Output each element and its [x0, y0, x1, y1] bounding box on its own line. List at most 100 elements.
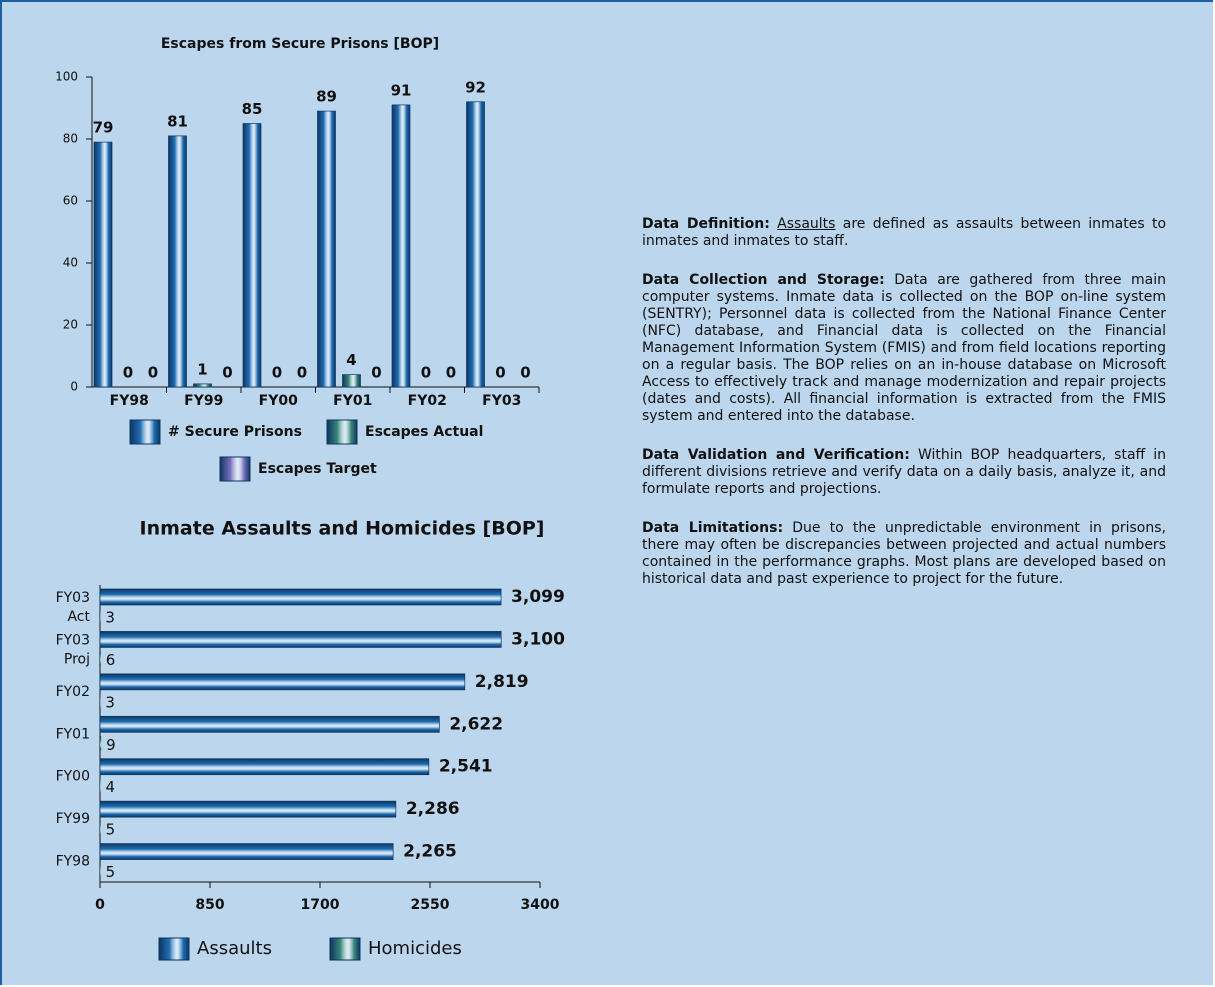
value-label: 5 — [106, 863, 116, 881]
section-body: are defined as assaults between inmates … — [642, 216, 1167, 249]
x-tick-label: FY03 — [482, 393, 521, 409]
y-tick-label: FY99 — [56, 811, 90, 827]
section-heading: Data Definition: — [642, 216, 770, 232]
value-label: 91 — [391, 81, 412, 99]
bar — [99, 673, 466, 691]
x-tick-label: 2550 — [411, 897, 450, 913]
x-tick-label: 1700 — [301, 897, 340, 913]
bar — [100, 778, 101, 793]
value-label: 2,265 — [403, 842, 457, 862]
bar — [99, 800, 397, 818]
value-label: 79 — [93, 119, 114, 137]
bar — [193, 383, 212, 388]
x-tick-label: FY01 — [333, 393, 372, 409]
legend-swatch — [158, 937, 190, 961]
chart-title: Inmate Assaults and Homicides [BOP] — [140, 518, 545, 540]
value-label: 9 — [106, 736, 116, 754]
value-label: 3 — [105, 609, 115, 627]
value-label: 2,541 — [439, 757, 493, 777]
value-label: 85 — [242, 100, 263, 118]
x-tick-label: FY99 — [184, 393, 223, 409]
legend-label: Homicides — [368, 938, 462, 959]
bar — [99, 843, 394, 860]
value-label: 5 — [106, 821, 116, 839]
value-label: 3 — [105, 693, 115, 711]
value-label: 81 — [167, 112, 188, 130]
value-label: 0 — [272, 364, 282, 382]
section: Data Limitations: Due to the unpredictab… — [642, 520, 1166, 588]
y-tick-label: FY01 — [56, 726, 90, 742]
bar — [168, 135, 187, 388]
section-heading: Data Collection and Storage: — [642, 272, 885, 288]
x-tick-label: FY98 — [110, 393, 149, 409]
section-body: Due to the unpredictable environment in … — [642, 520, 1166, 587]
section-body: Within BOP headquarters, staff in differ… — [642, 447, 1167, 497]
value-label: 0 — [520, 364, 530, 382]
charts: Escapes from Secure Prisons [BOP]0204060… — [55, 36, 565, 961]
x-tick-label: FY02 — [408, 393, 447, 409]
bar — [100, 651, 101, 666]
legend-label: Escapes Actual — [365, 424, 483, 440]
y-tick-label: 0 — [70, 380, 78, 394]
y-tick-label: 80 — [63, 132, 78, 146]
value-label: 0 — [123, 364, 133, 382]
y-tick-label: FY03 Proj — [56, 632, 90, 667]
y-tick-label: 20 — [63, 318, 78, 332]
value-label: 4 — [346, 351, 356, 369]
bar — [99, 715, 440, 733]
section-body: Data are gathered from three main comput… — [642, 272, 1166, 424]
value-label: 2,286 — [406, 799, 460, 819]
legend-label: # Secure Prisons — [168, 424, 302, 440]
value-label: 92 — [465, 78, 486, 96]
legend-swatch — [219, 456, 251, 482]
bar — [100, 736, 102, 751]
bar — [391, 104, 411, 388]
bar — [99, 631, 502, 648]
x-tick-label: 3400 — [521, 897, 560, 913]
bar — [466, 101, 485, 388]
section: Data Validation and Verification: Within… — [642, 447, 1166, 498]
bar — [342, 374, 361, 388]
value-label: 3,099 — [511, 587, 565, 607]
bar — [100, 863, 101, 878]
x-tick-label: 0 — [95, 897, 105, 913]
x-tick-label: FY00 — [259, 393, 298, 409]
value-label: 0 — [222, 364, 232, 382]
bar — [242, 123, 262, 388]
legend-swatch — [129, 419, 161, 445]
text-column: Data Definition: Assaults are defined as… — [642, 216, 1166, 610]
bar — [93, 141, 113, 388]
term: Assaults — [777, 216, 836, 232]
section-heading: Data Limitations: — [642, 520, 784, 536]
value-label: 4 — [106, 778, 116, 796]
value-label: 0 — [371, 364, 381, 382]
section: Data Definition: Assaults are defined as… — [642, 216, 1166, 250]
bar — [99, 588, 502, 606]
bar — [317, 110, 336, 388]
section-heading: Data Validation and Verification: — [642, 447, 910, 463]
value-label: 0 — [495, 364, 505, 382]
value-label: 2,622 — [449, 714, 503, 734]
x-tick-label: 850 — [195, 897, 224, 913]
value-label: 89 — [316, 88, 337, 106]
y-tick-label: 40 — [63, 256, 78, 270]
legend-label: Escapes Target — [258, 461, 377, 477]
legend-label: Assaults — [197, 938, 272, 959]
value-label: 0 — [297, 364, 307, 382]
bar — [100, 821, 101, 836]
bar — [99, 758, 430, 776]
chart-title: Escapes from Secure Prisons [BOP] — [161, 36, 439, 52]
value-label: 0 — [148, 364, 158, 382]
y-tick-label: FY02 — [56, 684, 90, 700]
value-label: 1 — [197, 360, 207, 378]
value-label: 3,100 — [511, 629, 565, 649]
y-tick-label: FY03 Act — [56, 590, 91, 625]
y-tick-label: FY00 — [56, 769, 90, 785]
y-tick-label: 100 — [55, 70, 78, 84]
value-label: 0 — [421, 364, 431, 382]
legend-swatch — [329, 937, 361, 961]
y-tick-label: FY98 — [56, 854, 90, 870]
value-label: 2,819 — [475, 672, 529, 692]
section: Data Collection and Storage: Data are ga… — [642, 272, 1166, 425]
